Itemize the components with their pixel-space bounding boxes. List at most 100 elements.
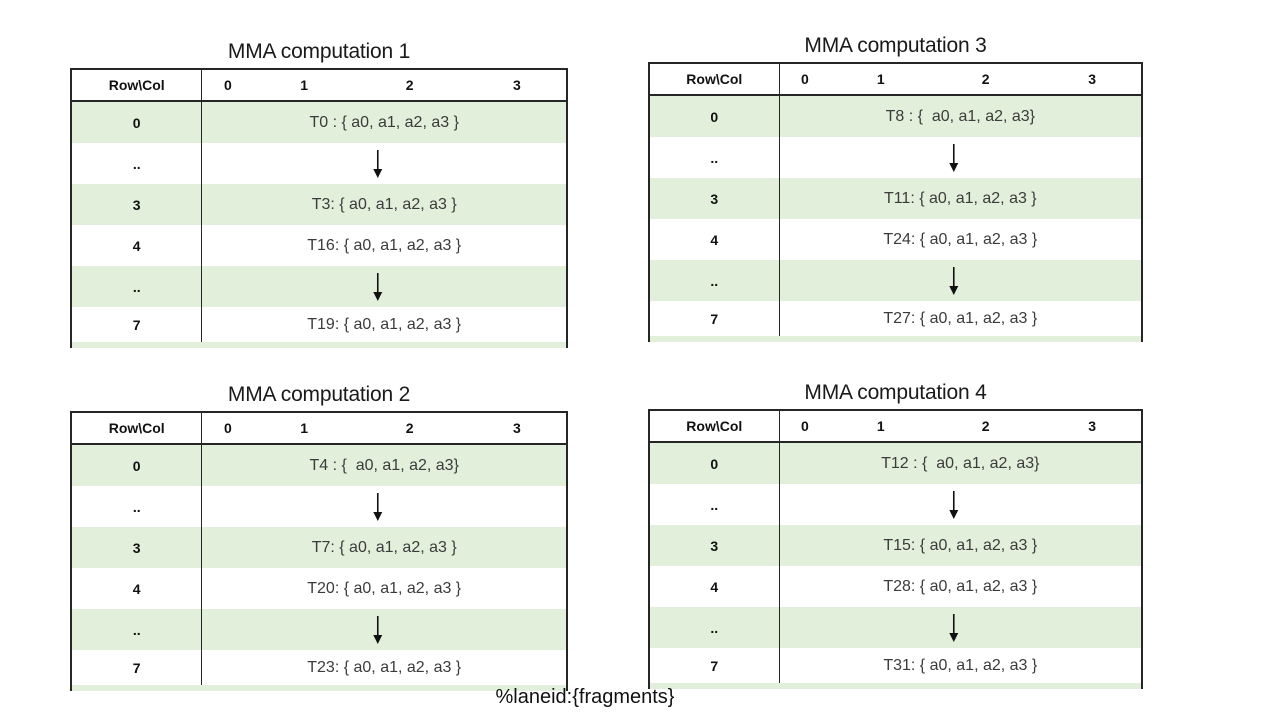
fragment-cell: T23: { a0, a1, a2, a3 } — [307, 658, 462, 676]
mma-computation-1-section: MMA computation 1 Row\Col 0 1 2 3 0 T0 :… — [70, 36, 568, 348]
table-row: .. — [72, 143, 566, 184]
fragment-cell: T12 : { a0, a1, a2, a3} — [881, 454, 1040, 472]
arrow-cell — [202, 486, 566, 527]
row-label: 3 — [650, 525, 780, 566]
col-header-3: 3 — [513, 420, 521, 436]
row-label: 4 — [650, 566, 780, 607]
col-header-0: 0 — [223, 420, 232, 436]
col-header-3: 3 — [1088, 71, 1097, 87]
table-row: 0 T8 : { a0, a1, a2, a3} — [650, 96, 1141, 137]
fragment-cell: T8 : { a0, a1, a2, a3} — [885, 107, 1036, 125]
table-row: .. — [72, 609, 566, 650]
row-label: 4 — [72, 225, 203, 266]
row-label: 0 — [650, 443, 780, 484]
table-row: 3 T7: { a0, a1, a2, a3 } — [72, 527, 566, 568]
row-label: 7 — [72, 307, 203, 342]
mma-table-2: Row\Col 0 1 2 3 0 T4 : { a0, a1, a2, a3}… — [70, 411, 568, 691]
row-label: 0 — [72, 102, 203, 143]
arrow-cell — [202, 609, 566, 650]
col-header-2: 2 — [981, 418, 990, 434]
table-row: 7 T31: { a0, a1, a2, a3 } — [650, 648, 1141, 683]
col-header-0: 0 — [223, 77, 232, 93]
partial-row — [72, 342, 566, 348]
row-label: 3 — [72, 184, 203, 225]
mma-computation-2-section: MMA computation 2 Row\Col 0 1 2 3 0 T4 :… — [70, 379, 568, 691]
table-title-2: MMA computation 2 — [227, 383, 411, 406]
table-row: .. — [72, 266, 566, 307]
table-title-1: MMA computation 1 — [227, 40, 411, 63]
fragment-cell: T24: { a0, a1, a2, a3 } — [883, 230, 1038, 248]
down-arrow-icon — [902, 266, 960, 296]
arrow-cell — [780, 607, 1141, 648]
column-headers: 0 1 2 3 — [780, 411, 1141, 441]
laneid-fragments-caption: %laneid:{fragments} — [495, 686, 675, 708]
row-label: 4 — [650, 219, 780, 260]
fragment-cell: T28: { a0, a1, a2, a3 } — [883, 577, 1038, 595]
table-row: 0 T0 : { a0, a1, a2, a3 } — [72, 102, 566, 143]
corner-header-cell: Row\Col — [72, 413, 203, 443]
table-row: .. — [650, 260, 1141, 301]
column-headers: 0 1 2 3 — [202, 70, 566, 100]
fragment-cell: T0 : { a0, a1, a2, a3 } — [309, 113, 459, 131]
table-row: 3 T11: { a0, a1, a2, a3 } — [650, 178, 1141, 219]
corner-header-cell: Row\Col — [72, 70, 203, 100]
table-row: 7 T27: { a0, a1, a2, a3 } — [650, 301, 1141, 336]
table-row: 3 T3: { a0, a1, a2, a3 } — [72, 184, 566, 225]
down-arrow-icon — [902, 143, 960, 173]
mma-computation-4-section: MMA computation 4 Row\Col 0 1 2 3 0 T12 … — [648, 377, 1143, 689]
col-header-2: 2 — [405, 420, 414, 436]
row-label: .. — [650, 484, 780, 525]
table-header-row: Row\Col 0 1 2 3 — [72, 70, 566, 102]
table-row: 4 T20: { a0, a1, a2, a3 } — [72, 568, 566, 609]
col-header-2: 2 — [981, 71, 990, 87]
row-label: .. — [650, 137, 780, 178]
table-row: 3 T15: { a0, a1, a2, a3 } — [650, 525, 1141, 566]
row-label: 7 — [650, 301, 780, 336]
row-label: 0 — [72, 445, 203, 486]
table-row: .. — [650, 607, 1141, 648]
fragment-cell: T16: { a0, a1, a2, a3 } — [307, 236, 462, 254]
table-row: 4 T28: { a0, a1, a2, a3 } — [650, 566, 1141, 607]
col-header-1: 1 — [876, 418, 885, 434]
row-label: 3 — [650, 178, 780, 219]
down-arrow-icon — [326, 272, 384, 302]
mma-table-3: Row\Col 0 1 2 3 0 T8 : { a0, a1, a2, a3}… — [648, 62, 1143, 342]
partial-row — [72, 685, 566, 691]
row-label: .. — [650, 260, 780, 301]
partial-row — [650, 683, 1141, 689]
col-header-3: 3 — [1088, 418, 1097, 434]
table-row: 0 T4 : { a0, a1, a2, a3} — [72, 445, 566, 486]
down-arrow-icon — [326, 615, 384, 645]
table-row: 0 T12 : { a0, a1, a2, a3} — [650, 443, 1141, 484]
row-label: .. — [72, 266, 203, 307]
fragment-cell: T27: { a0, a1, a2, a3 } — [883, 309, 1038, 327]
table-header-row: Row\Col 0 1 2 3 — [650, 64, 1141, 96]
table-row: 7 T19: { a0, a1, a2, a3 } — [72, 307, 566, 342]
column-headers: 0 1 2 3 — [202, 413, 566, 443]
table-row: .. — [650, 484, 1141, 525]
fragment-cell: T19: { a0, a1, a2, a3 } — [307, 315, 462, 333]
arrow-cell — [202, 143, 566, 184]
fragment-cell: T31: { a0, a1, a2, a3 } — [883, 656, 1038, 674]
down-arrow-icon — [326, 149, 384, 179]
row-label: 0 — [650, 96, 780, 137]
fragment-cell: T7: { a0, a1, a2, a3 } — [311, 538, 457, 556]
arrow-cell — [780, 260, 1141, 301]
down-arrow-icon — [326, 492, 384, 522]
down-arrow-icon — [902, 490, 960, 520]
fragment-cell: T11: { a0, a1, a2, a3 } — [883, 189, 1037, 207]
column-headers: 0 1 2 3 — [780, 64, 1141, 94]
table-header-row: Row\Col 0 1 2 3 — [650, 411, 1141, 443]
table-row: 7 T23: { a0, a1, a2, a3 } — [72, 650, 566, 685]
corner-header-cell: Row\Col — [650, 411, 780, 441]
table-title-4: MMA computation 4 — [804, 381, 987, 404]
fragment-cell: T20: { a0, a1, a2, a3 } — [307, 579, 462, 597]
corner-header-cell: Row\Col — [650, 64, 780, 94]
row-label: 7 — [72, 650, 203, 685]
col-header-1: 1 — [300, 77, 309, 93]
col-header-1: 1 — [876, 71, 885, 87]
table-title-3: MMA computation 3 — [804, 34, 987, 57]
partial-row — [650, 336, 1141, 342]
arrow-cell — [202, 266, 566, 307]
row-label: 3 — [72, 527, 203, 568]
